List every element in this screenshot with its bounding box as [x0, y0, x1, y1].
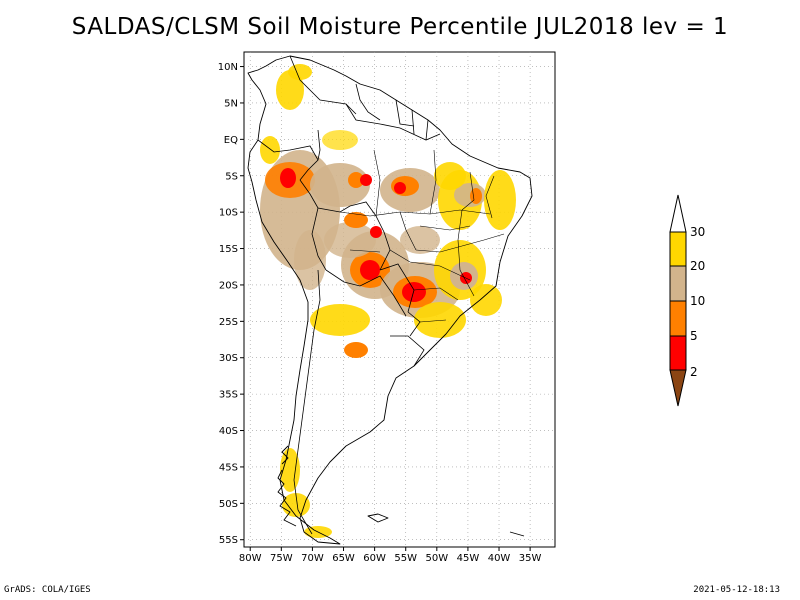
border-ecuador-peru: [257, 139, 319, 161]
footer-credit: GrADS: COLA/IGES: [4, 585, 91, 595]
percentile-patch: [310, 304, 370, 336]
colorbar-label-30: 30: [690, 225, 705, 239]
percentile-patch: [360, 174, 372, 186]
border-bolivia-brazil: [349, 201, 391, 271]
border-brazil-north: [345, 103, 441, 141]
percentile-patch: [280, 448, 300, 492]
colorbar-label-2: 2: [690, 365, 698, 379]
footer-timestamp: 2021-05-12-18:13: [693, 585, 780, 595]
percentile-patch: [344, 342, 368, 358]
colorbar-label-20: 20: [690, 259, 705, 273]
percentile-patch: [360, 260, 380, 280]
lon-tick-label: 40W: [488, 553, 511, 564]
percentile-patch: [294, 230, 326, 290]
lat-tick-label: 20S: [219, 280, 238, 291]
lon-tick-label: 50W: [426, 553, 449, 564]
axis-ticks: 10N 5N EQ 5S 10S 15S 20S 25S 30S 35S 40S 45S 50S 55S8…: [218, 62, 542, 564]
lat-tick-label: EQ: [224, 135, 238, 146]
lon-tick-label: 55W: [394, 553, 417, 564]
lat-tick-label: 25S: [219, 317, 238, 328]
lat-tick-label: 35S: [219, 390, 238, 401]
percentile-patch: [402, 282, 426, 302]
state-borders: [339, 149, 505, 323]
lon-tick-label: 45W: [457, 553, 480, 564]
border-paraguay-brazil: [379, 263, 415, 313]
percentile-patch: [344, 212, 368, 228]
percentile-patch: [280, 168, 296, 188]
lat-tick-label: 10N: [218, 62, 238, 73]
percentile-patch: [322, 130, 358, 150]
south-georgia: [509, 531, 525, 537]
border-guianas: [395, 99, 429, 141]
percentile-patch: [470, 284, 502, 316]
country-borders: [257, 55, 441, 535]
lon-tick-label: 60W: [363, 553, 386, 564]
lon-tick-label: 70W: [301, 553, 324, 564]
south-america-coastline: [247, 55, 533, 545]
percentile-patch: [276, 70, 304, 110]
lat-tick-label: 5N: [224, 98, 238, 109]
lat-tick-label: 55S: [219, 535, 238, 546]
border-chile-argentina: [293, 269, 321, 535]
lon-tick-label: 75W: [270, 553, 293, 564]
map-title: SALDAS/CLSM Soil Moisture Percentile JUL…: [71, 14, 729, 40]
border-colombia-venezuela: [289, 55, 357, 115]
lat-tick-label: 10S: [219, 208, 238, 219]
colorbar-label-5: 5: [690, 329, 698, 343]
lon-tick-label: 65W: [332, 553, 355, 564]
percentile-patch: [400, 226, 440, 254]
percentile-patch: [288, 64, 312, 80]
colorbar-bin-20-30: [669, 231, 687, 267]
colorbar-label-10: 10: [690, 294, 705, 308]
border-venezuela-guyana: [355, 83, 381, 121]
percentile-patch: [394, 182, 406, 194]
border-uruguay: [390, 335, 425, 367]
percentile-patch: [260, 136, 280, 164]
percentile-patch: [324, 222, 376, 258]
coastline: [247, 55, 533, 545]
border-peru-bolivia: [311, 207, 327, 271]
lon-tick-label: 80W: [239, 553, 262, 564]
falkland-islands: [367, 513, 389, 523]
colorbar-bin-2-5: [669, 335, 687, 371]
colorbar-high-triangle: [669, 194, 687, 233]
lat-tick-label: 30S: [219, 353, 238, 364]
colorbar-bin-5-10: [669, 300, 687, 337]
chile-fjords: [277, 445, 297, 527]
colorbar-legend: 30 20 10 5 2: [669, 194, 705, 407]
percentile-patch: [414, 302, 466, 338]
percentile-patch: [484, 170, 516, 230]
colorbar-low-triangle: [669, 369, 687, 407]
lat-tick-label: 50S: [219, 499, 238, 510]
lat-tick-label: 15S: [219, 244, 238, 255]
lat-tick-label: 45S: [219, 462, 238, 473]
lat-tick-label: 5S: [225, 171, 238, 182]
percentile-patch: [348, 172, 364, 188]
border-bolivia-paraguay-argentina: [325, 269, 407, 317]
lat-tick-label: 40S: [219, 426, 238, 437]
border-colombia-brazil-peru: [299, 129, 321, 181]
percentile-patch: [370, 226, 382, 238]
colorbar-bin-10-20: [669, 265, 687, 302]
lon-tick-label: 35W: [519, 553, 542, 564]
percentile-patch: [434, 162, 466, 190]
